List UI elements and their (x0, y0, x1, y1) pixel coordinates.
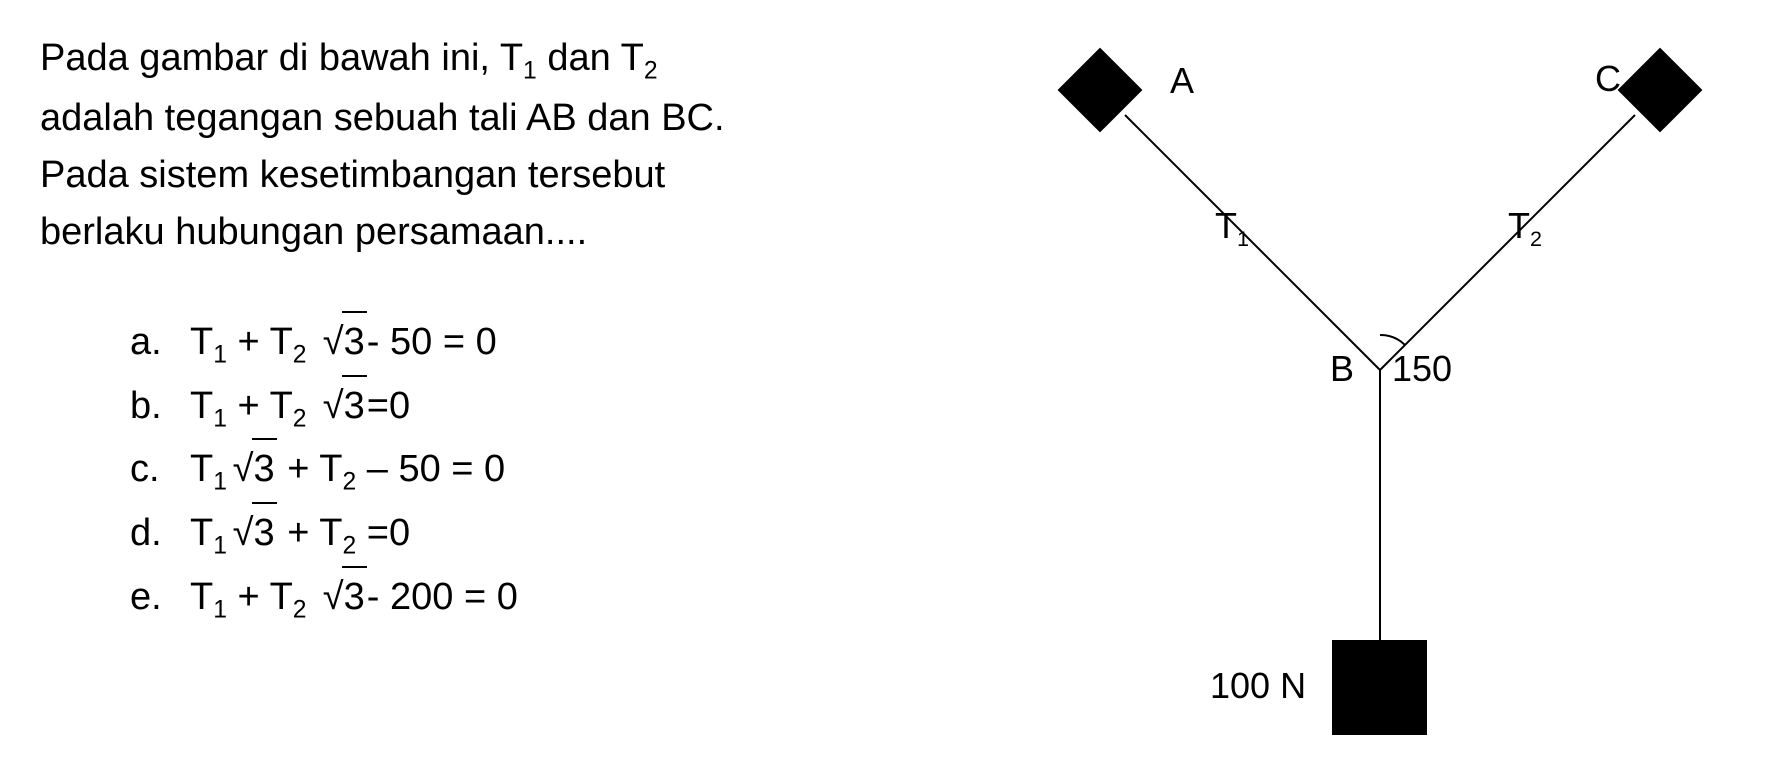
option-formula-e: T1 + T2 3- 200 = 0 (190, 566, 518, 630)
q-line2: adalah tegangan sebuah tali AB dan BC. (40, 97, 725, 139)
q-line1b: dan T (537, 37, 644, 79)
sqrt-icon: 3 (227, 502, 277, 563)
label-t1: T1 (1215, 205, 1249, 252)
option-letter-b: b. (130, 377, 190, 436)
diagram-svg (1030, 30, 1730, 750)
option-formula-d: T13 + T2 =0 (190, 502, 410, 566)
q-line3: Pada sistem kesetimbangan tersebut (40, 154, 665, 196)
label-weight: 100 N (1210, 665, 1306, 707)
q-line4: berlaku hubungan persamaan.... (40, 211, 587, 253)
physics-diagram: A C T1 T2 B 150 100 N (1030, 30, 1730, 750)
label-c: C (1595, 58, 1621, 100)
option-letter-e: e. (130, 568, 190, 627)
option-c: c. T13 + T2 – 50 = 0 (130, 438, 990, 502)
q-sub1: 1 (523, 58, 537, 85)
rope-ab (1125, 115, 1380, 370)
label-a: A (1170, 60, 1194, 102)
option-formula-a: T1 + T2 3- 50 = 0 (190, 311, 497, 375)
option-formula-c: T13 + T2 – 50 = 0 (190, 438, 505, 502)
weight-box-icon (1332, 640, 1427, 735)
option-formula-b: T1 + T2 3=0 (190, 375, 410, 439)
option-b: b. T1 + T2 3=0 (130, 375, 990, 439)
q-line1a: Pada gambar di bawah ini, T (40, 37, 523, 79)
sqrt-icon: 3 (317, 311, 367, 372)
sqrt-icon: 3 (227, 438, 277, 499)
option-a: a. T1 + T2 3- 50 = 0 (130, 311, 990, 375)
q-sub2: 2 (644, 58, 658, 85)
question-text: Pada gambar di bawah ini, T1 dan T2 adal… (40, 30, 990, 261)
sqrt-icon: 3 (317, 566, 367, 627)
angle-arc-icon (1380, 335, 1405, 345)
option-e: e. T1 + T2 3- 200 = 0 (130, 566, 990, 630)
label-b: B (1330, 348, 1354, 390)
option-d: d. T13 + T2 =0 (130, 502, 990, 566)
option-letter-d: d. (130, 504, 190, 563)
option-letter-c: c. (130, 440, 190, 499)
label-t2: T2 (1508, 205, 1542, 252)
option-letter-a: a. (130, 313, 190, 372)
sqrt-icon: 3 (317, 375, 367, 436)
label-angle: 150 (1392, 348, 1452, 390)
options-list: a. T1 + T2 3- 50 = 0 b. T1 + T2 3=0 c. T… (40, 311, 990, 630)
